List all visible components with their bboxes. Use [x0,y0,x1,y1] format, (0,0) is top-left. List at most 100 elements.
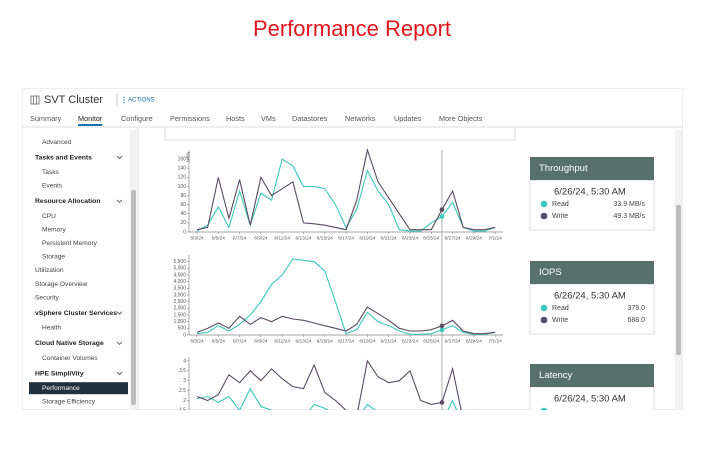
y-tick-label: 3 [183,378,186,384]
y-tick-label: 4,000 [173,279,186,285]
x-tick-label: 6/19/24 [359,338,375,344]
nav-group[interactable]: Resource Allocation [35,198,100,205]
x-tick-label: 6/5/24 [212,338,226,344]
nav-item[interactable]: Container Volumes [42,355,98,362]
y-tick-label: 20 [180,220,186,226]
panel-title: IOPS [539,267,562,278]
tab[interactable]: Networks [345,114,376,123]
tab[interactable]: Permissions [170,114,210,123]
row-value: 49.3 MB/s [613,213,645,220]
y-axis-label: MB/s [186,151,191,162]
actions-button[interactable]: ACTIONS [128,98,155,104]
series-line [196,387,458,410]
nav-item[interactable]: Health [42,325,61,332]
y-tick-label: 3.5 [179,368,186,374]
y-tick-label: 4,500 [173,272,186,278]
report-title: Performance Report [253,16,451,41]
tab[interactable]: Summary [30,114,62,123]
tab[interactable]: VMs [261,114,276,123]
x-tick-label: 6/3/24 [190,338,204,344]
sidebar-scroll-thumb[interactable] [131,190,136,405]
chevron [116,341,123,346]
y-tick-label: 4 [183,358,186,364]
tab[interactable]: Hosts [226,114,245,123]
x-tick-label: 6/27/24 [445,235,461,241]
legend-dot [540,200,548,208]
nav-group[interactable]: HPE SimpliVity [35,370,84,377]
tab-underline [78,124,103,126]
x-tick-label: 7/1/24 [489,235,503,241]
y-tick-label: 40 [180,211,186,217]
nav-item[interactable]: Storage Efficiency [42,399,96,406]
panel-header [530,157,654,180]
x-tick-label: 6/15/24 [317,235,333,241]
nav-item[interactable]: Utilization [35,267,64,274]
series-line [196,258,496,335]
y-tick-label: 80 [180,193,186,199]
x-tick-label: 6/7/24 [233,235,247,241]
y-tick-label: 160 [178,156,187,162]
nav-group[interactable]: Cloud Native Storage [35,340,104,347]
y-tick-label: 2 [183,398,186,404]
nav-item[interactable]: Storage [42,254,65,261]
tab[interactable]: Monitor [78,114,103,123]
chevron [116,371,123,376]
nav-item[interactable]: Security [35,294,60,301]
tab[interactable]: Datastores [292,114,328,123]
legend-dot [540,316,548,324]
y-tick-label: 100 [178,184,187,190]
nav-item[interactable]: Tasks [42,169,60,176]
x-tick-label: 7/1/24 [489,338,503,344]
x-tick-label: 6/13/24 [295,338,311,344]
series-line [196,306,496,335]
x-tick-label: 6/11/24 [274,338,290,344]
panel-title: Throughput [539,163,588,174]
nav-group[interactable]: vSphere Cluster Services [35,310,117,317]
x-tick-label: 6/9/24 [254,338,268,344]
x-tick-label: 6/15/24 [317,338,333,344]
x-tick-label: 6/25/24 [423,235,439,241]
x-tick-label: 6/3/24 [190,235,204,241]
nav-item[interactable]: Memory [42,226,67,233]
panel-body [529,283,655,335]
nav-item[interactable]: Advanced [42,139,72,146]
nav-item[interactable]: Persistent Memory [42,240,98,247]
y-tick-label: 0 [183,229,186,235]
y-tick-label: 120 [178,175,187,181]
series-line [196,359,496,410]
y-tick-label: 60 [180,202,186,208]
tab[interactable]: More Objects [439,114,483,123]
panel-date: 6/26/24, 5:30 AM [554,291,626,302]
x-tick-label: 6/5/24 [212,235,226,241]
cursor-point [439,207,445,212]
nav-item[interactable]: CPU [42,213,56,220]
nav-item[interactable]: Storage Overview [35,281,88,288]
row-label: Read [552,305,569,312]
tab[interactable]: Configure [121,114,153,123]
row-value: 379.0 [627,305,645,312]
cursor-point [439,323,445,329]
chevron [116,199,123,204]
window-frame [22,88,683,410]
nav-group[interactable]: Tasks and Events [35,154,92,161]
nav-item[interactable]: Performance [42,385,80,392]
nav-item[interactable]: Events [42,183,63,190]
nav-selected [29,382,128,395]
tab[interactable]: Updates [394,114,422,123]
actions-dots [123,96,125,104]
legend-dot [540,407,548,410]
y-tick-label: 500 [178,326,187,332]
panel-header [530,364,654,387]
row-label: Write [552,317,568,324]
x-tick-label: 6/13/24 [295,235,311,241]
x-tick-label: 6/19/24 [359,235,375,241]
row-value: 688.0 [627,317,645,324]
panel-date: 6/26/24, 5:30 AM [554,187,626,198]
main-scroll-thumb[interactable] [676,205,681,355]
x-tick-label: 6/21/24 [381,338,397,344]
legend-dot [540,212,548,220]
y-tick-label: 2.5 [179,388,186,394]
vsphere-window: SVT Cluster ACTIONS 02040608010012014016… [22,88,683,410]
